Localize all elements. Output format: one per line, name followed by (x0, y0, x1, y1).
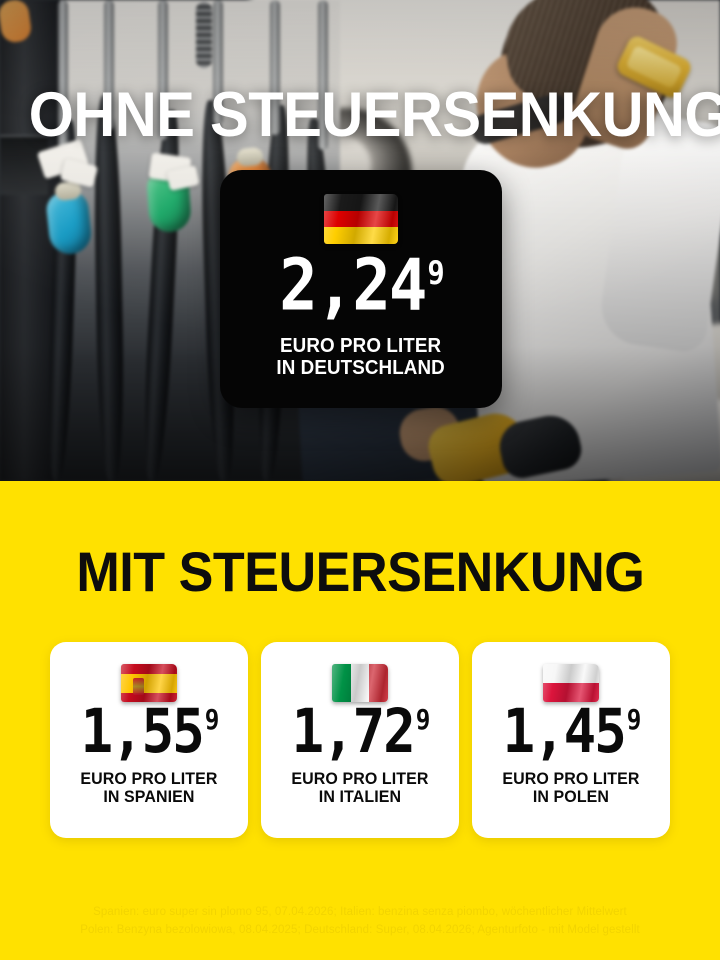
poland-caption: EURO PRO LITER IN POLEN (502, 769, 640, 807)
italy-price-card: 1,72 9 EURO PRO LITER IN ITALIEN (261, 642, 459, 838)
caption-line-2: IN POLEN (532, 787, 610, 807)
price-superscript: 9 (204, 703, 220, 737)
spain-caption: EURO PRO LITER IN SPANIEN (80, 769, 218, 807)
spain-price: 1,55 9 (81, 701, 220, 762)
italy-caption: EURO PRO LITER IN ITALIEN (291, 769, 429, 807)
price-superscript: 9 (626, 703, 642, 737)
flag-stripe-black (324, 194, 398, 211)
footnote-line-1: Spanien: euro super sin plomo 95, 07.04.… (93, 906, 627, 919)
caption-line-1: EURO PRO LITER (502, 769, 640, 788)
flag-stripe-gold (324, 227, 398, 244)
price-value: 2,24 (279, 244, 427, 328)
flag-stripe-yellow (121, 673, 177, 693)
price-superscript: 9 (427, 253, 444, 292)
price-value: 1,55 (80, 695, 205, 767)
caption-line-1: EURO PRO LITER (80, 769, 218, 788)
germany-caption: EURO PRO LITER IN DEUTSCHLAND (276, 335, 446, 379)
flag-poland-icon (543, 664, 599, 702)
poland-price: 1,45 9 (503, 701, 642, 762)
price-superscript: 9 (415, 703, 431, 737)
bottom-headline: MIT STEUERSENKUNG (76, 540, 644, 603)
flag-italy-icon (332, 664, 388, 702)
germany-price: 2,24 9 (279, 250, 445, 322)
caption-line-1: EURO PRO LITER (280, 335, 442, 357)
price-value: 1,72 (291, 695, 416, 767)
flag-stripe-white (543, 664, 599, 683)
flag-stripe-red-top (121, 664, 177, 674)
poland-price-card: 1,45 9 EURO PRO LITER IN POLEN (472, 642, 670, 838)
caption-line-1: EURO PRO LITER (291, 769, 429, 788)
italy-price: 1,72 9 (292, 701, 431, 762)
caption-line-2: IN ITALIEN (318, 787, 402, 807)
spain-price-card: 1,55 9 EURO PRO LITER IN SPANIEN (50, 642, 248, 838)
germany-price-card: 2,24 9 EURO PRO LITER IN DEUTSCHLAND (220, 170, 502, 408)
flag-germany-icon (324, 194, 398, 244)
country-price-cards: 1,55 9 EURO PRO LITER IN SPANIEN 1,72 9 EU (50, 642, 670, 838)
source-footnotes: Spanien: euro super sin plomo 95, 07.04.… (0, 904, 720, 940)
top-photo-section: OHNE STEUERSENKUNG 2,24 9 EURO PRO LITER … (0, 0, 720, 481)
flag-spain-icon (121, 664, 177, 702)
caption-line-2: IN SPANIEN (103, 787, 195, 807)
price-value: 1,45 (502, 695, 627, 767)
top-headline: OHNE STEUERSENKUNG (28, 80, 720, 150)
footnote-line-2: Polen: Benzyna bezolowiowa, 08.04.2025; … (80, 924, 640, 937)
flag-stripe-red (324, 210, 398, 228)
bottom-yellow-section: MIT STEUERSENKUNG 1,55 9 EURO PRO LITER I… (0, 481, 720, 960)
spain-coat-of-arms-icon (133, 677, 145, 695)
caption-line-2: IN DEUTSCHLAND (276, 356, 446, 379)
